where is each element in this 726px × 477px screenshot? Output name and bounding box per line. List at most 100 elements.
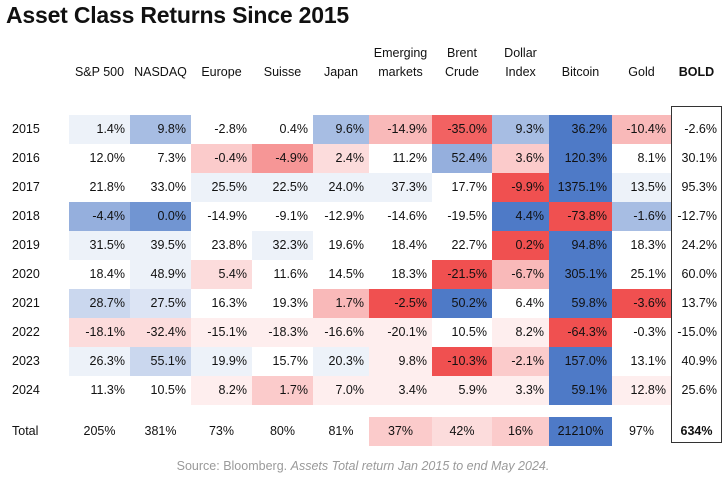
return-cell: -20.1%: [369, 318, 432, 347]
total-cell: 205%: [69, 417, 130, 446]
return-cell: 17.7%: [432, 173, 492, 202]
total-cell: 42%: [432, 417, 492, 446]
year-row-label: 2024: [12, 383, 40, 397]
return-cell: -3.6%: [612, 289, 671, 318]
year-row-label: 2015: [12, 122, 40, 136]
return-cell: 5.4%: [191, 260, 252, 289]
return-cell: 48.9%: [130, 260, 191, 289]
return-cell: 33.0%: [130, 173, 191, 202]
total-cell: 21210%: [549, 417, 612, 446]
return-cell: 2.4%: [313, 144, 369, 173]
return-cell: 59.1%: [549, 376, 612, 405]
return-cell: 8.1%: [612, 144, 671, 173]
return-cell: -0.3%: [612, 318, 671, 347]
return-cell: 19.9%: [191, 347, 252, 376]
total-cell: 381%: [130, 417, 191, 446]
total-cell: 81%: [313, 417, 369, 446]
return-cell: 11.3%: [69, 376, 130, 405]
total-cell: 37%: [369, 417, 432, 446]
return-cell: 0.2%: [492, 231, 549, 260]
return-cell: -32.4%: [130, 318, 191, 347]
return-cell: 1.4%: [69, 115, 130, 144]
return-cell: 13.1%: [612, 347, 671, 376]
return-cell: -2.1%: [492, 347, 549, 376]
year-row-label: 2021: [12, 296, 40, 310]
source-note: Source: Bloomberg. Assets Total return J…: [0, 459, 726, 473]
return-cell: -73.8%: [549, 202, 612, 231]
return-cell: -2.6%: [671, 115, 722, 144]
return-cell: -9.1%: [252, 202, 313, 231]
return-cell: 11.6%: [252, 260, 313, 289]
return-cell: 4.4%: [492, 202, 549, 231]
column-header: S&P 500: [74, 65, 125, 79]
year-row-label: 2023: [12, 354, 40, 368]
return-cell: 8.2%: [492, 318, 549, 347]
total-cell: 97%: [612, 417, 671, 446]
return-cell: -6.7%: [492, 260, 549, 289]
year-row-label: 2019: [12, 238, 40, 252]
return-cell: 25.1%: [612, 260, 671, 289]
return-cell: 19.3%: [252, 289, 313, 318]
return-cell: -10.4%: [612, 115, 671, 144]
year-row-label: 2018: [12, 209, 40, 223]
total-cell: 16%: [492, 417, 549, 446]
column-header: Dollar Index: [504, 46, 537, 79]
return-cell: 18.3%: [612, 231, 671, 260]
return-cell: -19.5%: [432, 202, 492, 231]
return-cell: 55.1%: [130, 347, 191, 376]
return-cell: 52.4%: [432, 144, 492, 173]
return-cell: 31.5%: [69, 231, 130, 260]
return-cell: 27.5%: [130, 289, 191, 318]
year-row-label: 2020: [12, 267, 40, 281]
return-cell: 11.2%: [369, 144, 432, 173]
return-cell: 24.2%: [671, 231, 722, 260]
return-cell: -64.3%: [549, 318, 612, 347]
return-cell: -2.5%: [369, 289, 432, 318]
total-cell: 73%: [191, 417, 252, 446]
return-cell: 7.3%: [130, 144, 191, 173]
return-cell: 1.7%: [313, 289, 369, 318]
return-cell: 5.9%: [432, 376, 492, 405]
year-row-label: 2016: [12, 151, 40, 165]
return-cell: 22.7%: [432, 231, 492, 260]
return-cell: 305.1%: [549, 260, 612, 289]
return-cell: 19.6%: [313, 231, 369, 260]
return-cell: 37.3%: [369, 173, 432, 202]
column-header: Brent Crude: [444, 46, 480, 79]
return-cell: 13.7%: [671, 289, 722, 318]
return-cell: -14.6%: [369, 202, 432, 231]
return-cell: 13.5%: [612, 173, 671, 202]
return-cell: 95.3%: [671, 173, 722, 202]
column-header: Bitcoin: [561, 65, 600, 79]
return-cell: 3.3%: [492, 376, 549, 405]
return-cell: -15.0%: [671, 318, 722, 347]
return-cell: -9.9%: [492, 173, 549, 202]
return-cell: 9.3%: [492, 115, 549, 144]
return-cell: -16.6%: [313, 318, 369, 347]
return-cell: 22.5%: [252, 173, 313, 202]
source-prefix: Source: Bloomberg.: [176, 459, 288, 473]
return-cell: 0.0%: [130, 202, 191, 231]
column-header: NASDAQ: [134, 65, 187, 79]
return-cell: 32.3%: [252, 231, 313, 260]
return-cell: 9.8%: [130, 115, 191, 144]
return-cell: 50.2%: [432, 289, 492, 318]
year-row-label: 2022: [12, 325, 40, 339]
return-cell: 23.8%: [191, 231, 252, 260]
return-cell: 18.4%: [69, 260, 130, 289]
return-cell: 30.1%: [671, 144, 722, 173]
page-title: Asset Class Returns Since 2015: [6, 2, 350, 28]
return-cell: -4.4%: [69, 202, 130, 231]
return-cell: 9.8%: [369, 347, 432, 376]
return-cell: 25.6%: [671, 376, 722, 405]
return-cell: 3.6%: [492, 144, 549, 173]
return-cell: 39.5%: [130, 231, 191, 260]
return-cell: 24.0%: [313, 173, 369, 202]
return-cell: 94.8%: [549, 231, 612, 260]
column-header: Europe: [201, 65, 242, 79]
return-cell: 15.7%: [252, 347, 313, 376]
return-cell: -18.1%: [69, 318, 130, 347]
total-row-label: Total: [12, 424, 39, 438]
return-cell: -12.7%: [671, 202, 722, 231]
return-cell: 10.5%: [130, 376, 191, 405]
